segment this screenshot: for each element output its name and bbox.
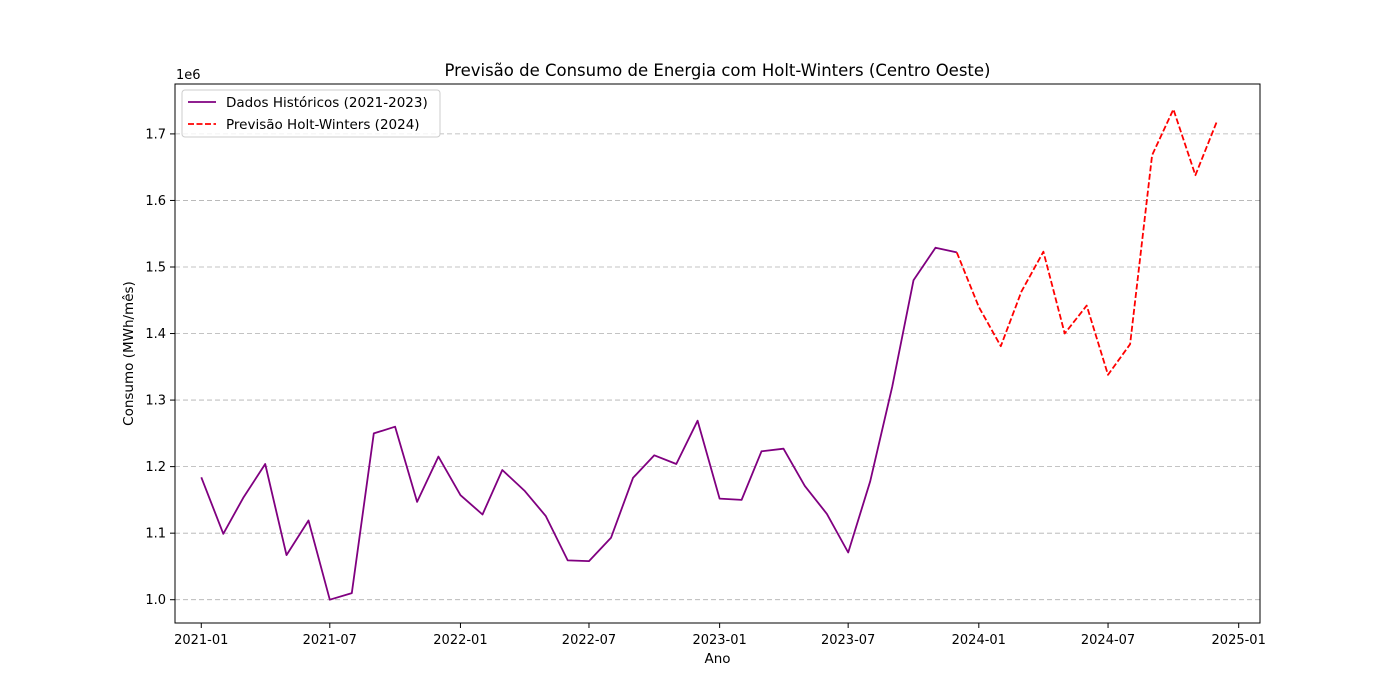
x-tick-label: 2025-01 <box>1212 633 1266 648</box>
x-axis-label: Ano <box>704 651 730 667</box>
x-tick-label: 2023-01 <box>692 633 746 648</box>
series-line-forecast <box>955 108 1218 376</box>
x-tick-label: 2021-01 <box>174 633 228 648</box>
y-tick-label: 1.7 <box>145 127 166 142</box>
x-tick-label: 2023-07 <box>821 633 875 648</box>
x-axis-ticks: 2021-01 2021-07 2022-01 2022-07 2023-01 2023-… <box>174 623 1266 648</box>
series-lines <box>200 108 1218 601</box>
x-tick-label: 2022-07 <box>562 633 616 648</box>
y-tick-label: 1.6 <box>145 194 166 209</box>
y-tick-label: 1.2 <box>145 460 166 475</box>
y-tick-label: 1.5 <box>145 260 166 275</box>
legend-box <box>181 89 441 138</box>
y-tick-label: 1.4 <box>145 327 166 342</box>
x-tick-label: 2024-01 <box>952 633 1006 648</box>
y-axis-label: Consumo (MWh/mês) <box>121 281 137 426</box>
y-tick-label: 1.3 <box>145 394 166 409</box>
legend: Dados Históricos (2021-2023) Previsão Hol… <box>181 89 441 138</box>
y-axis-ticks: 1.0 1.1 1.2 1.3 1.4 1.5 1.6 1.7 <box>145 127 175 608</box>
plot-frame <box>174 83 1261 624</box>
series-line-historical <box>200 246 957 601</box>
x-tick-label: 2024-07 <box>1081 633 1135 648</box>
y-tick-label: 1.1 <box>145 527 166 542</box>
x-tick-label: 2021-07 <box>303 633 357 648</box>
y-tick-label: 1.0 <box>145 593 166 608</box>
x-tick-label: 2022-01 <box>433 633 487 648</box>
chart-title: Previsão de Consumo de Energia com Holt-… <box>444 61 990 80</box>
legend-label: Previsão Holt-Winters (2024) <box>226 117 420 133</box>
legend-label: Dados Históricos (2021-2023) <box>226 95 428 111</box>
grid-lines <box>175 133 1260 601</box>
y-axis-offset-label: 1e6 <box>176 68 201 83</box>
